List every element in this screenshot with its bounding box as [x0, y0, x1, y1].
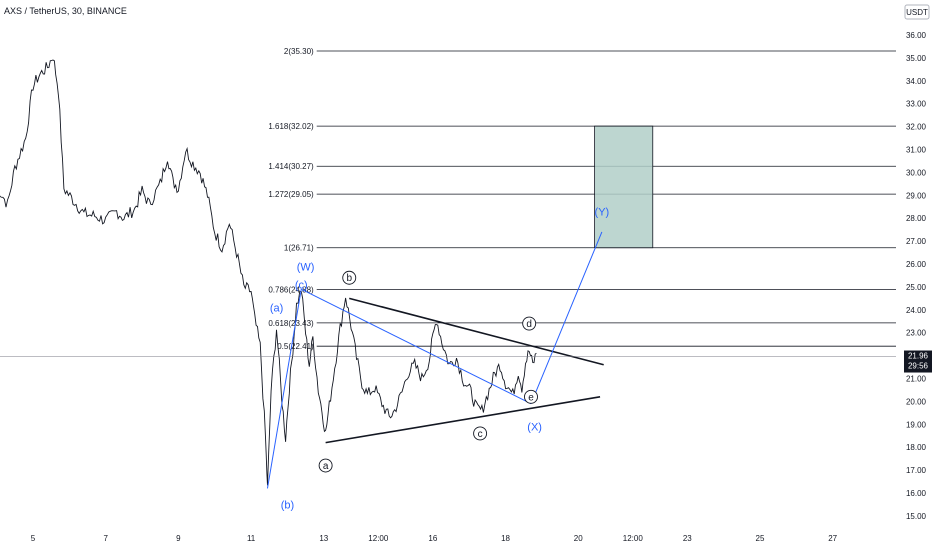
target-zone: [594, 125, 654, 249]
triangle-lines: [325, 297, 604, 444]
y-tick-label-2: 17.00: [906, 466, 927, 475]
price-axis[interactable]: 15.0016.0017.0018.0019.0020.0021.0022.00…: [906, 31, 927, 521]
wave-circle-1: [342, 270, 357, 285]
triangle-line-1[interactable]: [325, 396, 601, 444]
wave-labels: (a) (b) (c) (W) (X) (Y) a b c d e: [270, 206, 609, 511]
x-tick-label-0: 5: [31, 534, 36, 543]
x-tick-label-3: 11: [247, 534, 256, 543]
y-tick-label-9: 24.00: [906, 306, 927, 315]
wave-label-circled-4: e: [528, 392, 534, 403]
y-tick-label-20: 35.00: [906, 54, 927, 63]
x-tick-label-5: 12:00: [368, 534, 389, 543]
currency-box[interactable]: USDT: [904, 4, 930, 20]
fib-levels: 0.5(22.41) 0.618(23.43) 0.786(24.88) 1(26.7…: [268, 47, 896, 351]
triangle-line-0[interactable]: [349, 297, 604, 366]
wave-label-circled-2: c: [478, 429, 483, 440]
fib-level-label-5: 1.414(30.27): [268, 162, 314, 171]
y-tick-label-12: 27.00: [906, 237, 927, 246]
fib-level-label-3: 1(26.71): [284, 244, 314, 253]
wave-circle-0: [318, 458, 333, 473]
time-axis[interactable]: 5 7 9 11 13 12:00 16 18 20 12:00 23 25 27: [31, 534, 838, 543]
wave-label-blue-0: (a): [270, 303, 283, 315]
x-tick-label-11: 25: [756, 534, 765, 543]
y-tick-label-3: 18.00: [906, 443, 927, 452]
x-tick-label-9: 12:00: [623, 534, 644, 543]
y-tick-label-14: 29.00: [906, 191, 927, 200]
y-tick-label-16: 31.00: [906, 146, 927, 155]
y-tick-label-13: 28.00: [906, 214, 927, 223]
x-tick-label-8: 20: [574, 534, 583, 543]
wave-circle-2: [473, 426, 488, 441]
wave-line-0[interactable]: [266, 289, 302, 489]
y-tick-label-5: 20.00: [906, 397, 927, 406]
currency-label: USDT: [906, 8, 928, 17]
price-badge-value: 21.96: [908, 352, 929, 361]
y-tick-label-17: 32.00: [906, 123, 927, 132]
wave-line-1[interactable]: [301, 288, 532, 405]
x-tick-label-12: 27: [828, 534, 837, 543]
wave-projection-lines: [266, 231, 603, 489]
wave-label-circled-3: d: [526, 319, 532, 330]
price-series: [0, 59, 537, 486]
fib-level-label-7: 2(35.30): [284, 47, 314, 56]
fib-level-label-2: 0.786(24.88): [268, 286, 314, 295]
y-tick-label-11: 26.00: [906, 260, 927, 269]
fib-level-label-4: 1.272(29.05): [268, 190, 314, 199]
y-tick-label-18: 33.00: [906, 100, 927, 109]
y-tick-label-0: 15.00: [906, 512, 927, 521]
wave-circle-4: [524, 389, 538, 404]
wave-label-blue-3: (W): [297, 261, 315, 273]
fib-level-label-6: 1.618(32.02): [268, 122, 314, 131]
y-tick-label-21: 36.00: [906, 31, 927, 40]
x-tick-label-6: 16: [428, 534, 437, 543]
wave-label-circled-0: a: [323, 461, 329, 472]
x-tick-label-1: 7: [103, 534, 108, 543]
x-tick-label-4: 13: [319, 534, 328, 543]
y-tick-label-19: 34.00: [906, 77, 927, 86]
x-tick-label-2: 9: [176, 534, 181, 543]
wave-label-blue-1: (b): [281, 499, 294, 511]
fib-level-label-0: 0.5(22.41): [277, 342, 314, 351]
wave-label-blue-4: (X): [527, 422, 542, 434]
x-tick-label-10: 23: [683, 534, 692, 543]
target-zone-box[interactable]: [594, 125, 654, 249]
x-tick-label-7: 18: [501, 534, 510, 543]
wave-line-2[interactable]: [530, 231, 603, 404]
y-tick-label-6: 21.00: [906, 375, 927, 384]
y-tick-label-1: 16.00: [906, 489, 927, 498]
y-tick-label-10: 25.00: [906, 283, 927, 292]
wave-label-blue-2: (c): [295, 280, 308, 292]
symbol-title[interactable]: AXS / TetherUS, 30, BINANCE: [4, 6, 127, 16]
price-badge: 21.96 29:56: [904, 350, 932, 373]
y-tick-label-15: 30.00: [906, 168, 927, 177]
fib-level-label-1: 0.618(23.43): [268, 319, 314, 328]
y-tick-label-8: 23.00: [906, 329, 927, 338]
wave-label-blue-5: (Y): [595, 206, 610, 218]
y-tick-label-4: 19.00: [906, 420, 927, 429]
price-line[interactable]: [0, 59, 537, 486]
price-badge-countdown: 29:56: [908, 362, 929, 371]
wave-label-circled-1: b: [346, 273, 352, 284]
wave-circle-3: [522, 316, 537, 331]
